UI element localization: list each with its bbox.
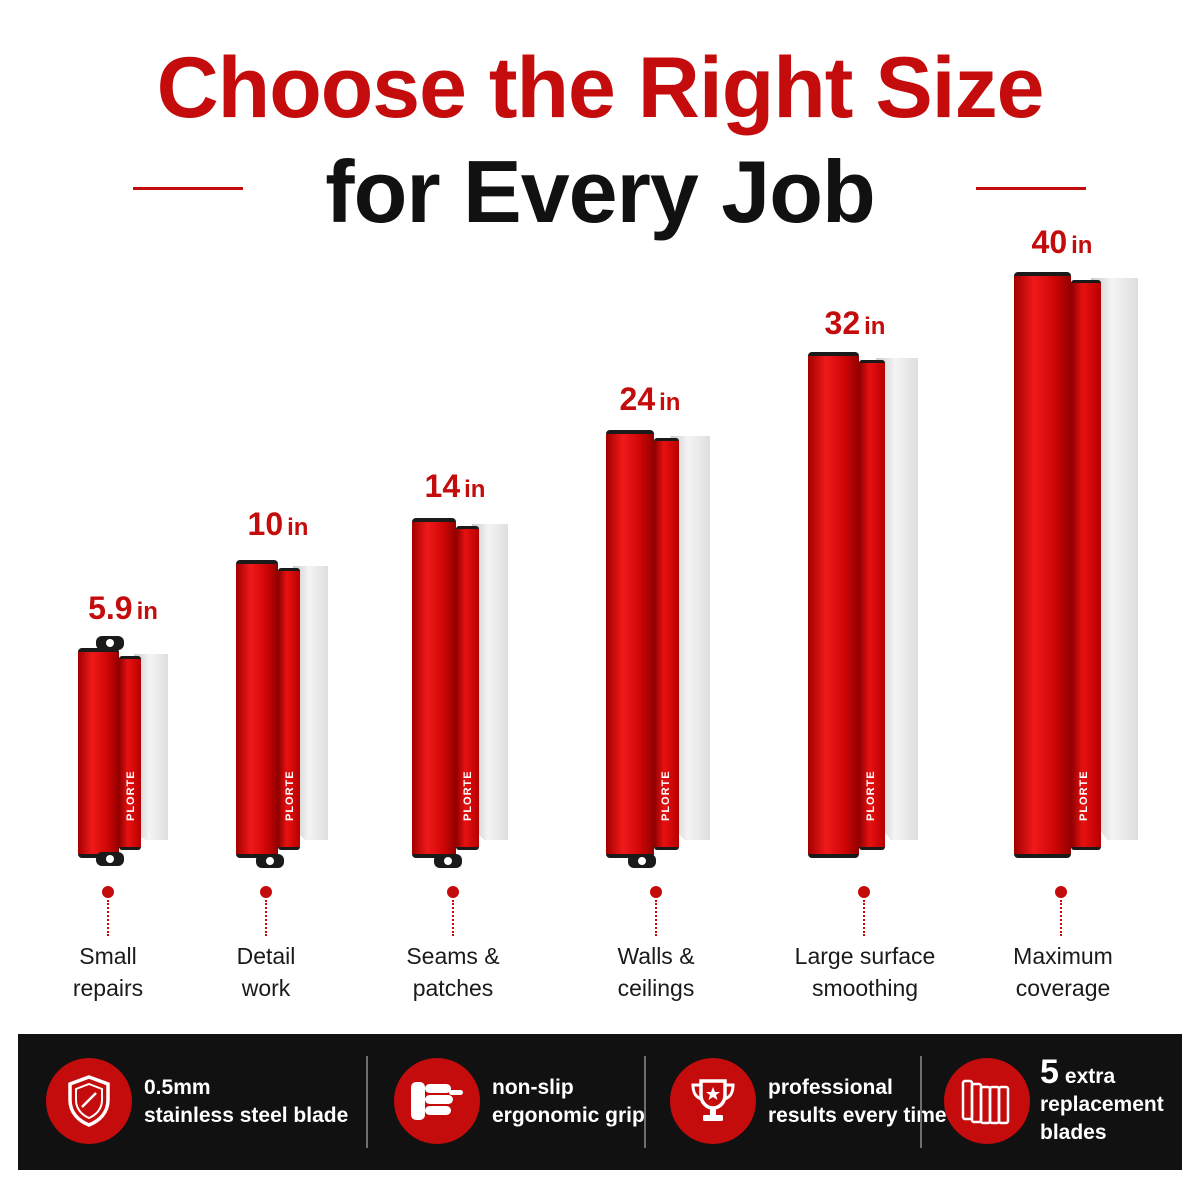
size-label-5-9: 5.9 in xyxy=(43,590,203,627)
marker-dash xyxy=(655,900,657,936)
shield-icon xyxy=(46,1058,132,1144)
knife-5-9-in: PLORTE xyxy=(78,636,168,866)
feature-blade-line-2: stainless steel blade xyxy=(144,1104,349,1127)
feature-grip: non-slip ergonomic grip xyxy=(394,1034,645,1170)
marker-dash xyxy=(863,900,865,936)
feature-results-line-2: results every time xyxy=(768,1104,947,1127)
marker-dash xyxy=(107,900,109,936)
feature-blade: 0.5mm stainless steel blade xyxy=(46,1034,366,1170)
brand-logo: PLORTE xyxy=(283,770,296,822)
rear-tube xyxy=(278,568,301,850)
knife-10-in: PLORTE xyxy=(236,560,328,868)
knife-24-in: PLORTE xyxy=(606,430,710,868)
marker-dot xyxy=(102,886,114,898)
front-tube xyxy=(236,560,279,858)
marker-dash xyxy=(265,900,267,936)
feature-divider xyxy=(920,1056,922,1148)
feature-bar: 0.5mm stainless steel blade non-slip erg… xyxy=(18,1034,1182,1170)
rear-tube xyxy=(456,526,480,850)
headline-line-2: for Every Job xyxy=(325,142,875,241)
front-tube xyxy=(412,518,457,858)
feature-blades-count: 5 xyxy=(1040,1053,1059,1091)
trophy-icon xyxy=(670,1058,756,1144)
feature-blade-line-1: 0.5mm xyxy=(144,1076,211,1099)
size-label-32: 32 in xyxy=(775,305,935,342)
use-label-seams-patches: Seams & patches xyxy=(406,943,500,1001)
headline-rule-left xyxy=(133,187,243,190)
knife-14-in: PLORTE xyxy=(412,518,508,868)
feature-results-line-1: professional xyxy=(768,1076,893,1099)
feature-blades-line-1: 5 extra xyxy=(1040,1055,1164,1091)
feature-results: professional results every time xyxy=(670,1034,947,1170)
feature-replacement-blades: 5 extra replacement blades xyxy=(944,1034,1180,1170)
marker-dot xyxy=(260,886,272,898)
feature-grip-line-2: ergonomic grip xyxy=(492,1104,645,1127)
grip-hand-icon xyxy=(394,1058,480,1144)
front-tube xyxy=(808,352,859,858)
brand-logo: PLORTE xyxy=(461,770,474,822)
headline-line-1: Choose the Right Size xyxy=(156,40,1045,136)
hang-tab-bottom xyxy=(628,854,656,868)
feature-divider xyxy=(366,1056,368,1148)
marker-dot xyxy=(1055,886,1067,898)
feature-blades-line-2: replacement xyxy=(1040,1093,1164,1116)
size-label-40: 40 in xyxy=(982,224,1142,261)
hang-tab-top xyxy=(96,636,124,650)
size-number: 32 xyxy=(824,305,861,341)
brand-logo: PLORTE xyxy=(124,770,137,822)
marker-dot xyxy=(858,886,870,898)
size-number: 5.9 xyxy=(88,590,133,626)
feature-blades-word-extra: extra xyxy=(1064,1065,1116,1088)
use-label-detail-work: Detail work xyxy=(236,943,296,1001)
front-tube xyxy=(78,648,120,858)
front-tube xyxy=(1014,272,1072,858)
feature-grip-line-1: non-slip xyxy=(492,1076,574,1099)
use-label-large-surface: Large surface smoothing xyxy=(794,943,936,1001)
size-unit: in xyxy=(464,476,486,503)
feature-divider xyxy=(644,1056,646,1148)
size-number: 24 xyxy=(619,381,656,417)
size-label-10: 10 in xyxy=(198,506,358,543)
rear-tube xyxy=(858,360,885,850)
rear-tube xyxy=(653,438,679,850)
brand-logo: PLORTE xyxy=(660,770,673,822)
rear-tube xyxy=(119,656,141,850)
size-number: 10 xyxy=(247,506,284,542)
marker-dash xyxy=(1060,900,1062,936)
brand-logo: PLORTE xyxy=(865,770,878,822)
size-number: 40 xyxy=(1031,224,1068,260)
use-label-maximum-coverage: Maximum coverage xyxy=(1013,943,1113,1001)
rear-tube xyxy=(1071,280,1101,850)
use-label-walls-ceilings: Walls & ceilings xyxy=(617,943,695,1001)
size-label-24: 24 in xyxy=(570,381,730,418)
blades-icon xyxy=(944,1058,1030,1144)
hang-tab-bottom xyxy=(96,852,124,866)
feature-blades-line-3: blades xyxy=(1040,1121,1107,1144)
marker-dot xyxy=(650,886,662,898)
marker-dot xyxy=(447,886,459,898)
size-unit: in xyxy=(1071,232,1093,259)
size-label-14: 14 in xyxy=(375,468,535,505)
hang-tab-bottom xyxy=(434,854,462,868)
size-number: 14 xyxy=(424,468,461,504)
use-label-small-repairs: Small repairs xyxy=(72,943,144,1001)
front-tube xyxy=(606,430,654,858)
size-unit: in xyxy=(136,598,158,625)
size-unit: in xyxy=(287,514,309,541)
size-unit: in xyxy=(659,389,681,416)
headline-rule-right xyxy=(976,187,1086,190)
marker-dash xyxy=(452,900,454,936)
knife-32-in: PLORTE xyxy=(808,352,918,858)
hang-tab-bottom xyxy=(256,854,284,868)
knife-40-in: PLORTE xyxy=(1014,272,1138,858)
size-unit: in xyxy=(864,313,886,340)
brand-logo: PLORTE xyxy=(1078,770,1091,822)
